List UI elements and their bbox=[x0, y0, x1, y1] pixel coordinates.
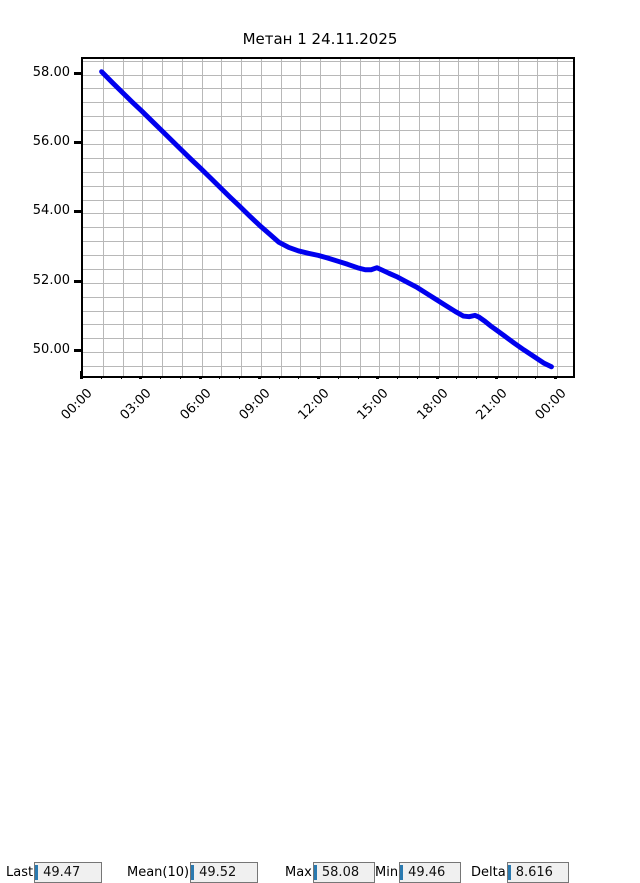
gridline-vertical bbox=[557, 59, 558, 376]
y-axis-tick-label: 54.00 bbox=[6, 203, 70, 219]
gridline-horizontal bbox=[83, 88, 573, 89]
gridline-horizontal bbox=[83, 102, 573, 103]
chart-title: Метан 1 24.11.2025 bbox=[242, 30, 398, 48]
gridline-horizontal bbox=[83, 297, 573, 298]
stat-min: Min 49.46 bbox=[375, 861, 462, 883]
gridline-horizontal bbox=[83, 338, 573, 339]
gridline-vertical bbox=[399, 59, 400, 376]
stat-mean-10: Mean(10) 49.52 bbox=[127, 861, 259, 883]
stat-value: 49.52 bbox=[199, 864, 237, 880]
gridline-horizontal bbox=[83, 366, 573, 367]
text-caret bbox=[400, 864, 404, 880]
stat-delta: Delta 8.616 bbox=[471, 861, 569, 883]
gridline-horizontal bbox=[83, 130, 573, 131]
gridline-horizontal bbox=[83, 352, 573, 353]
y-axis-tick-mark bbox=[74, 349, 81, 353]
y-axis-tick-mark bbox=[74, 71, 81, 75]
plot-area[interactable] bbox=[81, 57, 575, 378]
gridline-vertical bbox=[537, 59, 538, 376]
stat-value-field[interactable]: 49.52 bbox=[190, 861, 259, 883]
gridline-vertical bbox=[458, 59, 459, 376]
gridline-horizontal bbox=[83, 158, 573, 159]
stat-label: Last bbox=[6, 864, 34, 880]
gridline-horizontal bbox=[83, 255, 573, 256]
gridline-vertical bbox=[518, 59, 519, 376]
y-axis-tick-label: 50.00 bbox=[6, 342, 70, 358]
y-axis-tick-label-text: 58.00 bbox=[32, 64, 70, 80]
y-axis-tick-label-text: 50.00 bbox=[32, 342, 70, 358]
status-bar: Last 49.47 Mean(10) 49.52 Max 58.08 Min 49.46 De… bbox=[0, 425, 640, 883]
gridline-horizontal bbox=[83, 213, 573, 214]
stat-label: Delta bbox=[471, 864, 506, 880]
gridline-vertical bbox=[261, 59, 262, 376]
gridline-horizontal bbox=[83, 61, 573, 62]
gridline-horizontal bbox=[83, 75, 573, 76]
data-series-methane-1 bbox=[99, 69, 554, 370]
stat-value-field[interactable]: 49.46 bbox=[399, 861, 462, 883]
gridline-horizontal bbox=[83, 144, 573, 145]
stat-label: Mean(10) bbox=[127, 864, 190, 880]
gridline-horizontal bbox=[83, 269, 573, 270]
y-axis-tick-mark bbox=[74, 141, 81, 145]
gridline-vertical bbox=[202, 59, 203, 376]
text-caret bbox=[191, 864, 195, 880]
y-axis-tick-mark bbox=[74, 210, 81, 214]
gridline-vertical bbox=[360, 59, 361, 376]
chart-panel: Метан 1 24.11.2025 50.00 52.00 54.00 56.00 5… bbox=[0, 0, 640, 425]
gridline-horizontal bbox=[83, 186, 573, 187]
gridline-vertical bbox=[162, 59, 163, 376]
gridline-vertical bbox=[379, 59, 380, 376]
y-axis-tick-label: 56.00 bbox=[6, 134, 70, 150]
stat-value-field[interactable]: 58.08 bbox=[312, 861, 375, 883]
y-axis-tick-label: 52.00 bbox=[6, 272, 70, 288]
gridline-vertical bbox=[300, 59, 301, 376]
text-caret bbox=[507, 864, 511, 880]
text-caret bbox=[313, 864, 317, 880]
gridline-horizontal bbox=[83, 241, 573, 242]
gridline-horizontal bbox=[83, 227, 573, 228]
stat-label: Min bbox=[375, 864, 399, 880]
y-axis-tick-label-text: 54.00 bbox=[32, 203, 70, 219]
stat-value: 8.616 bbox=[515, 864, 553, 880]
stat-value-field[interactable]: 8.616 bbox=[506, 861, 569, 883]
grid-layer bbox=[83, 59, 573, 376]
y-axis-tick-mark bbox=[74, 279, 81, 283]
gridline-horizontal bbox=[83, 172, 573, 173]
gridline-vertical bbox=[439, 59, 440, 376]
gridline-vertical bbox=[142, 59, 143, 376]
gridline-vertical bbox=[498, 59, 499, 376]
stat-value-field[interactable]: 49.47 bbox=[34, 861, 103, 883]
stat-label: Max bbox=[285, 864, 312, 880]
gridline-vertical bbox=[340, 59, 341, 376]
gridline-horizontal bbox=[83, 324, 573, 325]
gridline-vertical bbox=[221, 59, 222, 376]
gridline-vertical bbox=[281, 59, 282, 376]
gridline-vertical bbox=[419, 59, 420, 376]
gridline-horizontal bbox=[83, 200, 573, 201]
gridline-vertical bbox=[182, 59, 183, 376]
gridline-horizontal bbox=[83, 311, 573, 312]
stat-value: 49.47 bbox=[43, 864, 81, 880]
gridline-vertical bbox=[320, 59, 321, 376]
y-axis-tick-label-text: 56.00 bbox=[32, 134, 70, 150]
gridline-vertical bbox=[241, 59, 242, 376]
gridline-vertical bbox=[103, 59, 104, 376]
gridline-vertical bbox=[123, 59, 124, 376]
stat-max: Max 58.08 bbox=[285, 861, 375, 883]
gridline-horizontal bbox=[83, 283, 573, 284]
gridline-vertical bbox=[478, 59, 479, 376]
stat-value: 58.08 bbox=[321, 864, 360, 880]
stat-last: Last 49.47 bbox=[6, 861, 103, 883]
stat-value: 49.46 bbox=[408, 864, 446, 880]
y-axis-tick-label-text: 52.00 bbox=[32, 272, 70, 288]
y-axis-tick-label: 58.00 bbox=[6, 64, 70, 80]
text-caret bbox=[35, 864, 39, 880]
gridline-horizontal bbox=[83, 116, 573, 117]
